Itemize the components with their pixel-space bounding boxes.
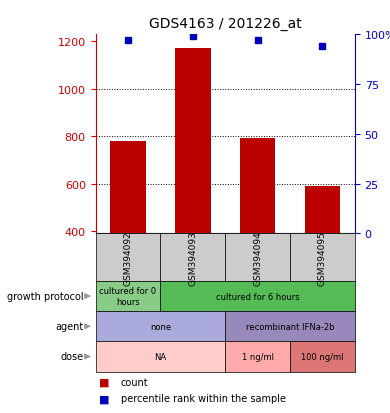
Text: NA: NA [154,352,167,361]
Text: GSM394094: GSM394094 [253,230,262,285]
Text: 100 ng/ml: 100 ng/ml [301,352,344,361]
Bar [305,186,340,234]
Bar [240,139,275,234]
Bar [110,142,146,234]
Text: count: count [121,377,149,387]
Text: 1 ng/ml: 1 ng/ml [242,352,274,361]
Text: ■: ■ [99,394,110,404]
Text: growth protocol: growth protocol [7,291,84,301]
Text: GSM394092: GSM394092 [124,230,133,285]
Text: agent: agent [56,321,84,332]
Text: percentile rank within the sample: percentile rank within the sample [121,394,286,404]
Title: GDS4163 / 201226_at: GDS4163 / 201226_at [149,17,301,31]
Text: dose: dose [61,351,84,362]
Text: GSM394093: GSM394093 [188,230,197,285]
Bar [175,49,211,234]
Text: cultured for 0
hours: cultured for 0 hours [99,287,156,306]
Text: cultured for 6 hours: cultured for 6 hours [216,292,300,301]
Text: ■: ■ [99,377,110,387]
Text: recombinant IFNa-2b: recombinant IFNa-2b [246,322,334,331]
Text: GSM394095: GSM394095 [318,230,327,285]
Text: none: none [150,322,171,331]
